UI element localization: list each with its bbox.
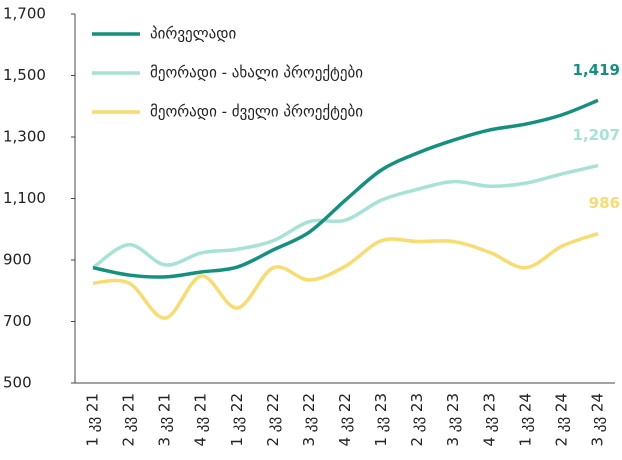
x-tick-label: 1 კვ 21 [84,393,102,447]
x-tick-label: 2 კვ 22 [264,393,282,447]
x-tick-label: 2 კვ 23 [408,393,426,447]
x-tick-label: 2 კვ 24 [552,393,570,447]
legend-label: პირველადი [150,25,236,43]
y-tick-label: 900 [3,251,32,269]
y-tick-label: 1,500 [3,66,46,84]
x-tick-label: 3 კვ 21 [156,393,174,447]
x-tick-label: 3 კვ 22 [300,393,318,447]
y-tick-label: 500 [3,374,32,392]
x-tick-label: 4 კვ 23 [480,393,498,447]
x-tick-label: 4 კვ 22 [336,393,354,447]
series-line [91,163,599,270]
x-tick-label: 3 კვ 23 [444,393,462,447]
x-tick-label: 1 კვ 23 [372,393,390,447]
x-tick-label: 3 კვ 24 [588,393,606,447]
data-label: 1,207 [573,126,620,144]
x-tick-label: 1 კვ 24 [516,393,534,447]
x-tick-label: 2 კვ 21 [120,393,138,447]
series-line [92,231,599,320]
legend-label: მეორადი - ძველი პროექტები [150,103,363,121]
data-label: 1,419 [573,61,620,79]
series-line [92,98,599,279]
y-tick-label: 1,700 [3,5,46,23]
legend-label: მეორადი - ახალი პროექტები [150,64,363,82]
y-tick-label: 1,300 [3,128,46,146]
y-tick-label: 700 [3,312,32,330]
data-label: 986 [589,194,620,212]
y-tick-label: 1,100 [3,189,46,207]
x-tick-label: 4 კვ 21 [192,393,210,447]
x-tick-label: 1 კვ 22 [228,393,246,447]
